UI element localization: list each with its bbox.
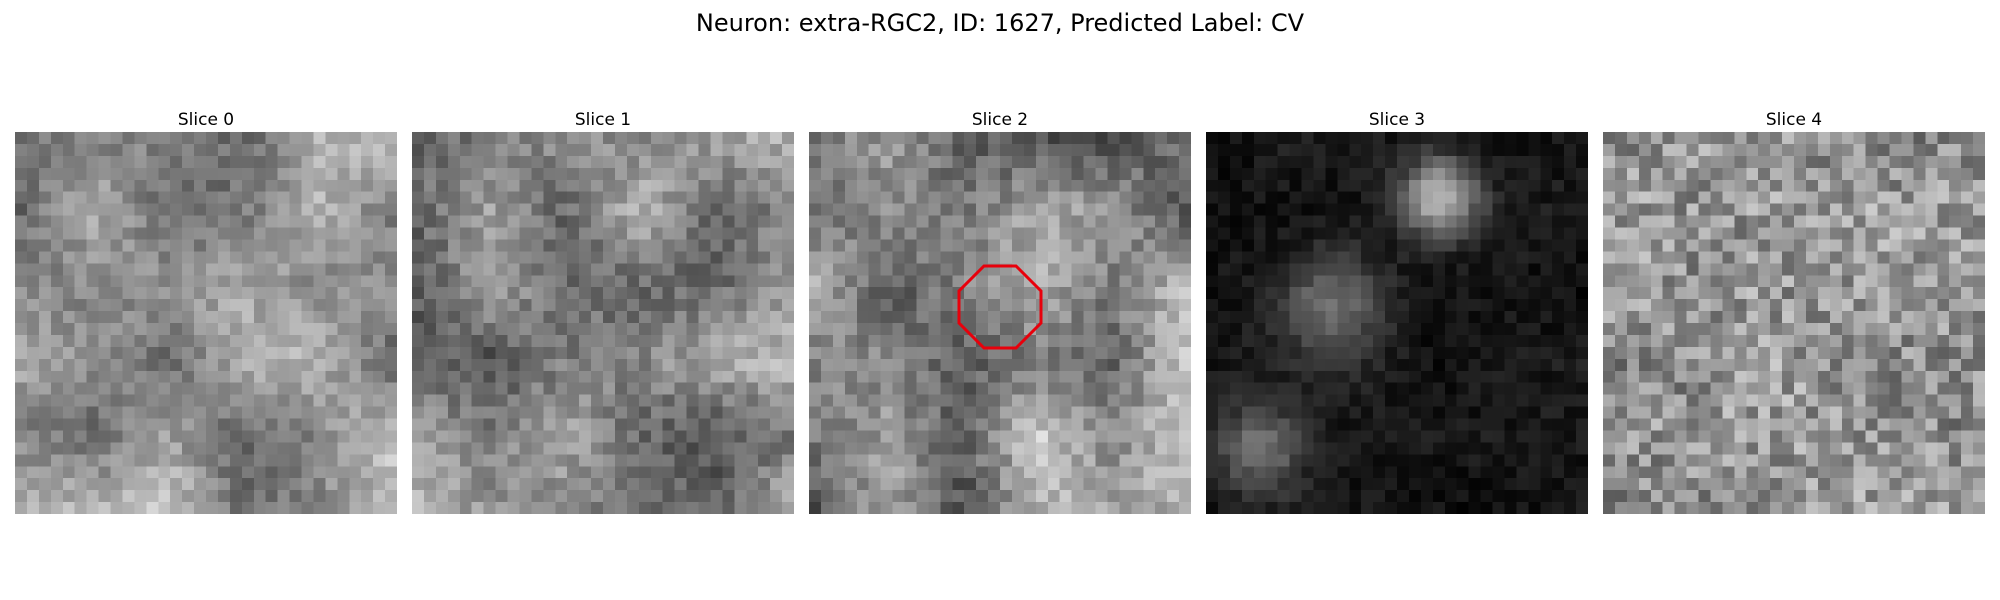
slice-image [1206,132,1588,514]
slice-panel-4: Slice 4 [1603,110,1985,514]
slice-panel-2: Slice 2 [809,110,1191,514]
slice-panel-0: Slice 0 [15,110,397,514]
slice-image [412,132,794,514]
slice-title: Slice 1 [574,110,632,130]
slice-image [1603,132,1985,514]
slice-title: Slice 0 [177,110,235,130]
slice-title: Slice 2 [971,110,1029,130]
slice-panel-1: Slice 1 [412,110,794,514]
slice-image [809,132,1191,514]
slice-panel-3: Slice 3 [1206,110,1588,514]
slice-image [15,132,397,514]
slice-title: Slice 3 [1368,110,1426,130]
slice-title: Slice 4 [1765,110,1823,130]
figure-title: Neuron: extra-RGC2, ID: 1627, Predicted … [695,9,1305,37]
